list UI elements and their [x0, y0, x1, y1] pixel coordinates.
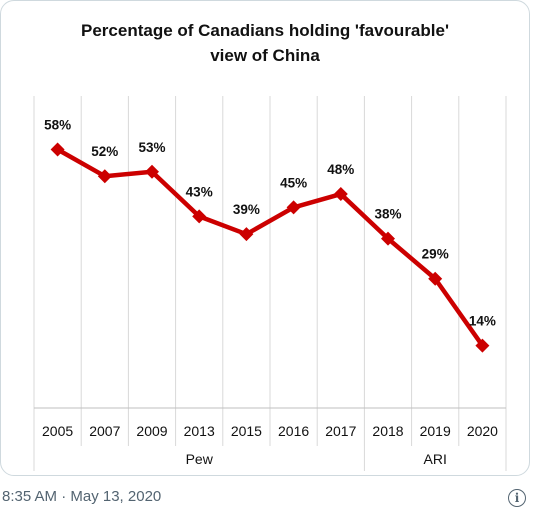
data-point [333, 187, 348, 202]
x-tick-label: 2019 [420, 423, 451, 439]
group-label: Pew [186, 451, 214, 467]
x-tick-label: 2017 [325, 423, 356, 439]
data-point [286, 200, 301, 215]
info-icon[interactable]: i [508, 489, 526, 507]
data-label: 39% [233, 202, 260, 217]
tweet-timestamp[interactable]: 8:35 AM · May 13, 2020 [2, 488, 162, 505]
chart-title-line2: view of China [210, 46, 320, 65]
chart-card[interactable]: Percentage of Canadians holding 'favoura… [0, 0, 530, 476]
data-label: 53% [138, 140, 165, 155]
data-label: 38% [374, 207, 401, 222]
data-point [50, 142, 65, 157]
data-label: 58% [44, 117, 71, 132]
x-tick-label: 2013 [184, 423, 215, 439]
x-tick-label: 2007 [89, 423, 120, 439]
data-point [97, 169, 112, 184]
data-point [381, 231, 395, 246]
data-label: 29% [422, 247, 449, 262]
data-label: 52% [91, 144, 118, 159]
data-point [239, 227, 254, 242]
group-label: ARI [424, 451, 447, 467]
data-point [475, 338, 490, 353]
x-tick-label: 2005 [42, 423, 73, 439]
data-label: 14% [469, 314, 496, 329]
data-label: 45% [280, 175, 307, 190]
data-label: 48% [327, 162, 354, 177]
series-line [56, 147, 485, 347]
x-tick-label: 2020 [467, 423, 498, 439]
data-point [428, 271, 443, 286]
x-tick-label: 2015 [231, 423, 262, 439]
x-tick-label: 2009 [136, 423, 167, 439]
data-label: 43% [186, 184, 213, 199]
x-tick-label: 2018 [372, 423, 403, 439]
x-tick-label: 2016 [278, 423, 309, 439]
line-chart: Pew ARI 2005 2007 2009 2013 2015 2016 2017 2018 20… [33, 96, 507, 471]
chart-title-line1: Percentage of Canadians holding 'favoura… [81, 21, 449, 40]
data-point [192, 209, 207, 224]
data-point [145, 164, 159, 179]
